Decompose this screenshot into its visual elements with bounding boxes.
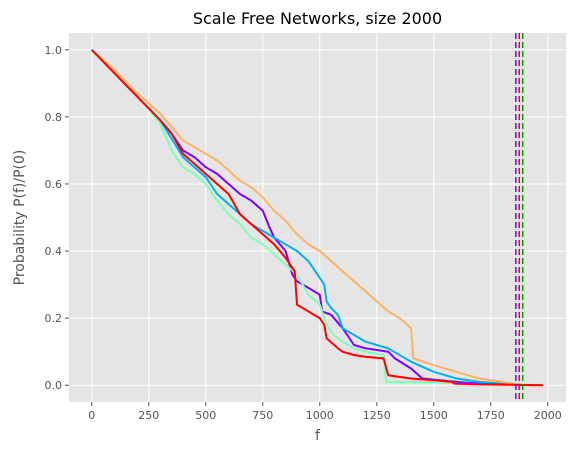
plot-area	[69, 33, 566, 402]
y-axis-label: Probability P(f)/P(0)	[12, 150, 28, 286]
y-tick-label: 0.0	[45, 379, 63, 392]
x-tick-label: 2000	[534, 409, 562, 422]
x-tick-label: 250	[138, 409, 159, 422]
grid	[69, 33, 566, 402]
x-tick-label: 500	[195, 409, 216, 422]
x-tick-label: 750	[252, 409, 273, 422]
x-tick-label: 0	[88, 409, 95, 422]
y-tick-label: 1.0	[45, 44, 63, 57]
y-tick-label: 0.2	[45, 312, 63, 325]
y-tick-label: 0.8	[45, 111, 63, 124]
chart-title: Scale Free Networks, size 2000	[193, 9, 442, 28]
y-tick-label: 0.6	[45, 178, 63, 191]
threshold-lines	[515, 33, 524, 402]
series-line-5	[91, 49, 544, 387]
series-line-3	[91, 49, 519, 387]
y-tick-label: 0.4	[45, 245, 63, 258]
x-tick-label: 1000	[306, 409, 334, 422]
x-tick-label: 1250	[363, 409, 391, 422]
series-line-4	[91, 49, 526, 387]
x-axis-label: f	[315, 428, 321, 444]
x-tick-label: 1750	[477, 409, 505, 422]
series-lines	[91, 49, 544, 387]
x-axis-ticks: 0 250 500 750 1000 1250 1500 1750 2000	[88, 402, 562, 422]
y-axis-ticks: 0.0 0.2 0.4 0.6 0.8 1.0	[45, 44, 69, 392]
series-line-2	[91, 49, 523, 387]
x-tick-label: 1500	[420, 409, 448, 422]
